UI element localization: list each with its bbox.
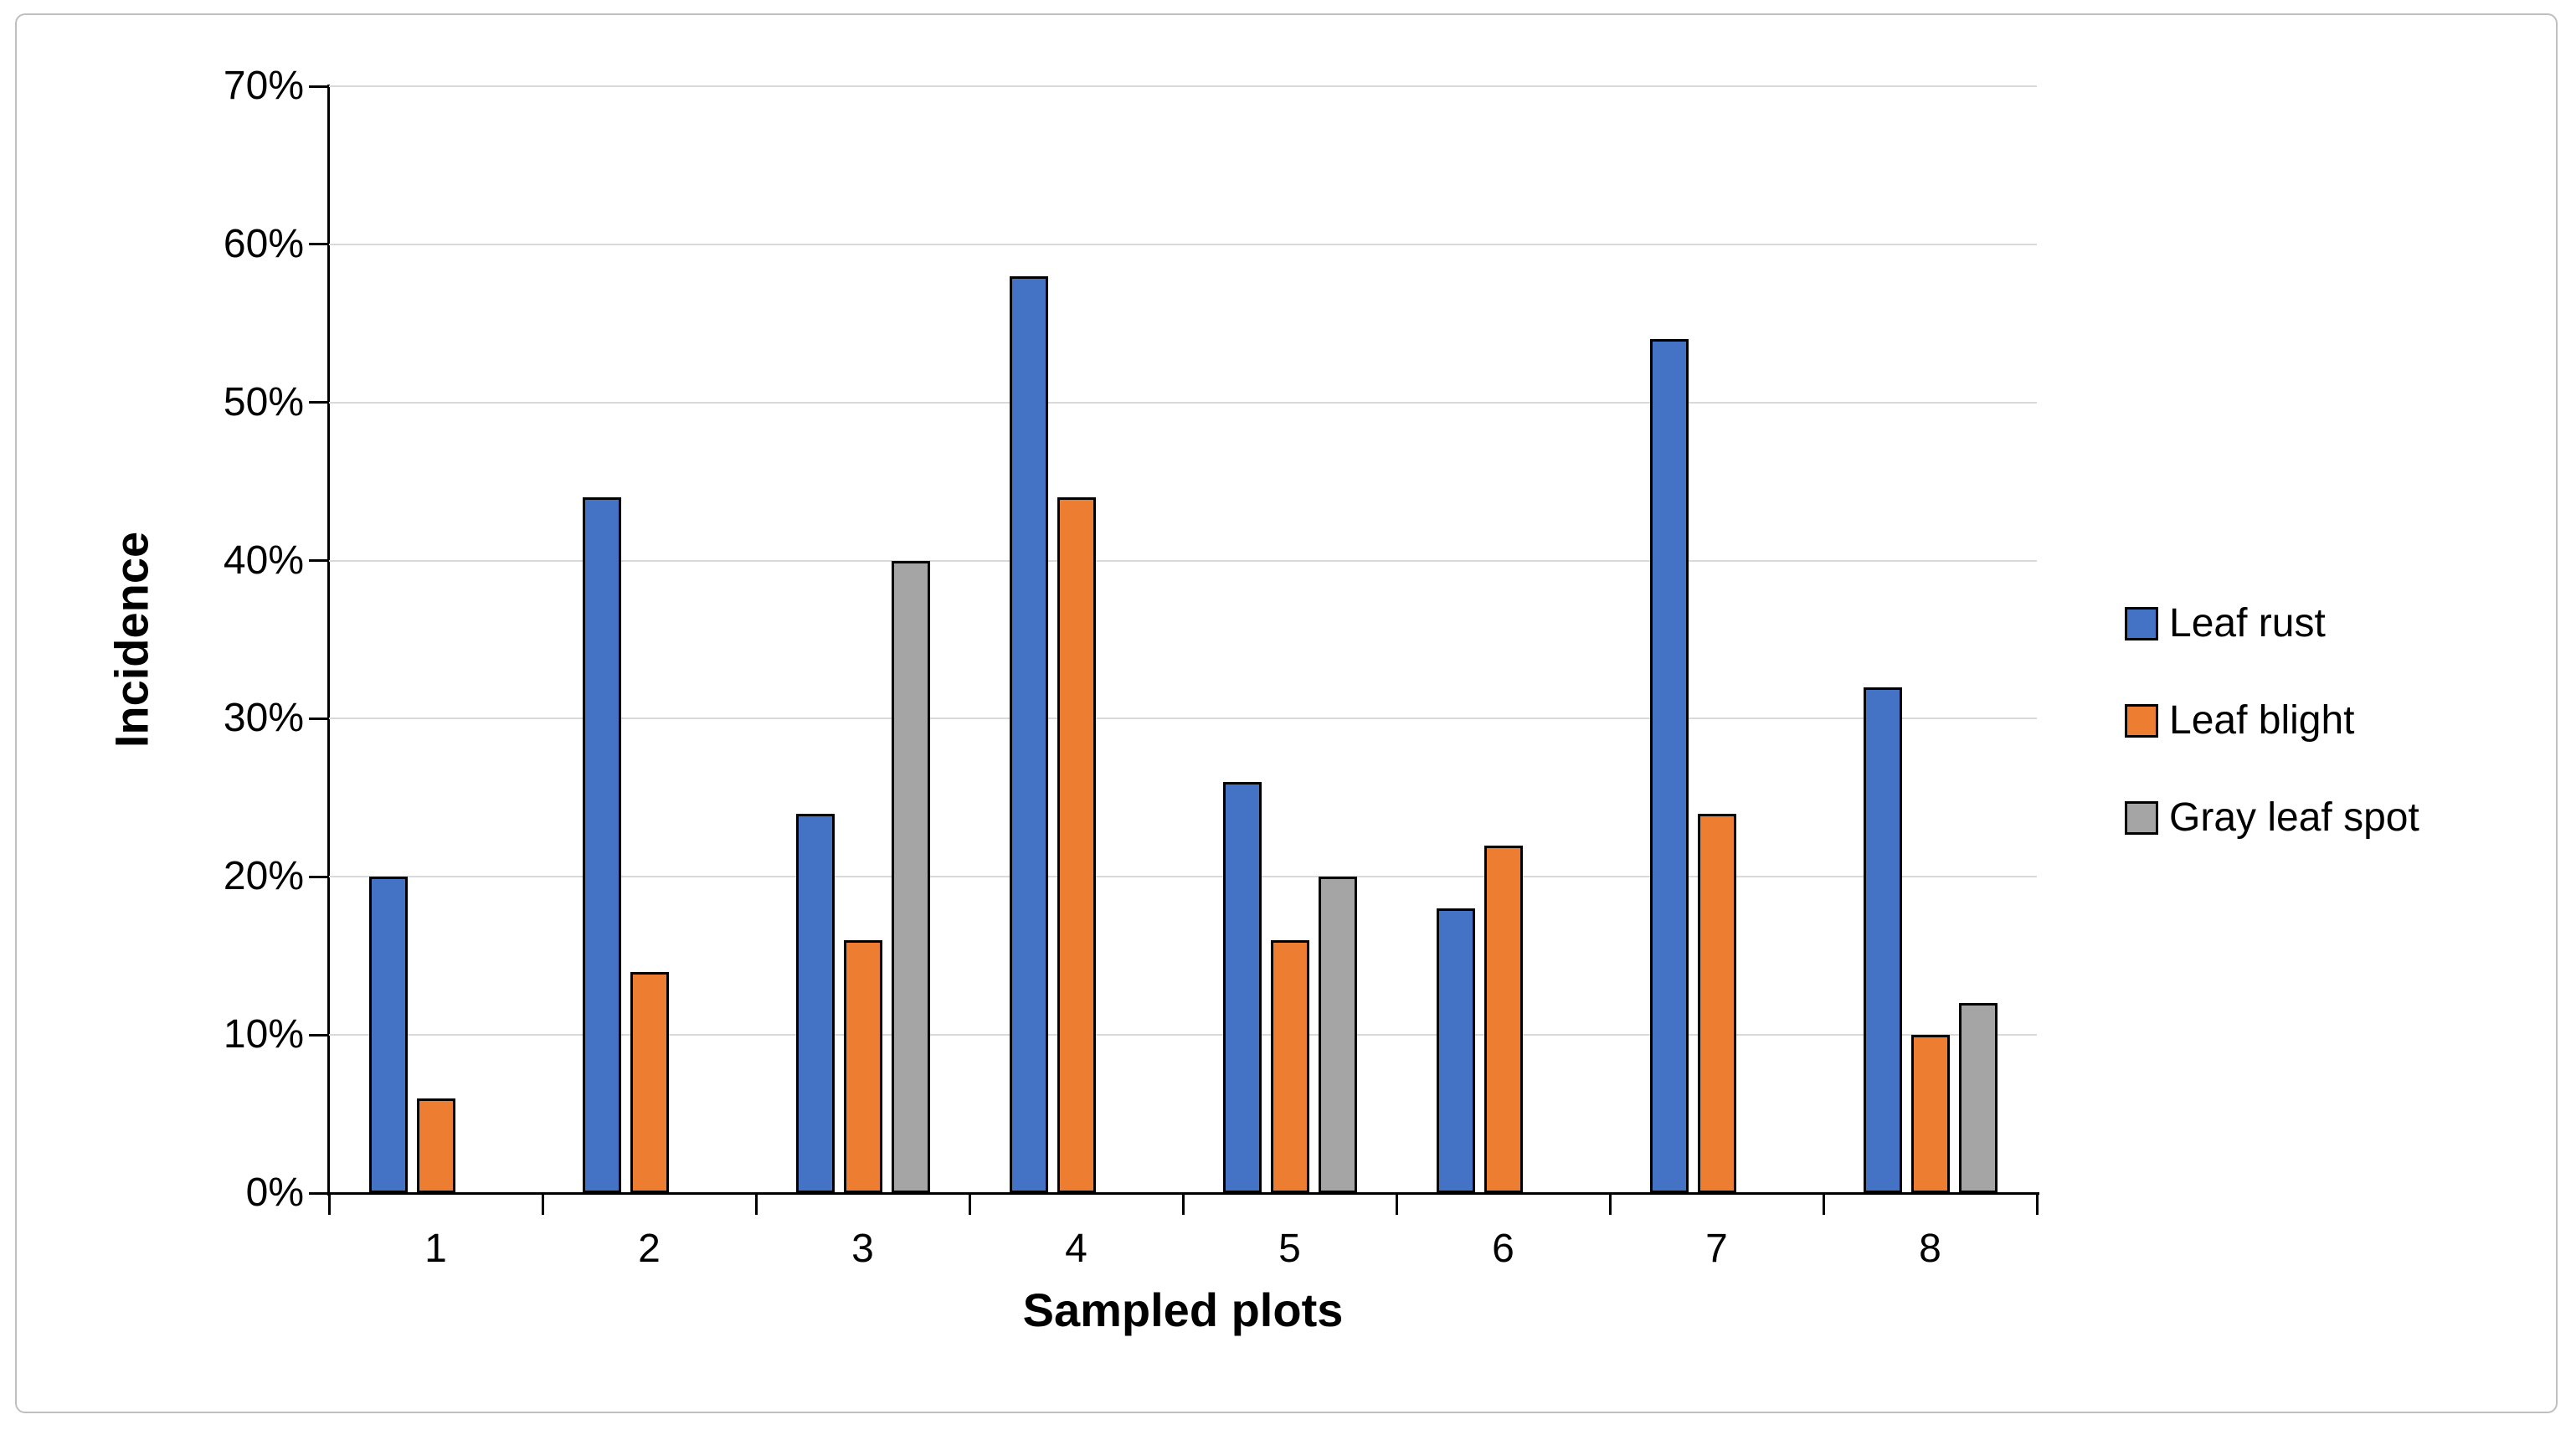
gridline: [329, 85, 2037, 87]
legend-label: Gray leaf spot: [2169, 795, 2419, 840]
bar-leaf-blight-plot5: [1270, 939, 1309, 1193]
y-axis-tick: [309, 401, 329, 404]
bar-leaf-rust-plot8: [1863, 687, 1902, 1193]
y-axis-tick-label: 10%: [223, 1012, 304, 1057]
gridline: [329, 243, 2037, 245]
y-axis-tick: [309, 1033, 329, 1036]
x-category-label: 1: [424, 1227, 447, 1271]
x-axis-title: Sampled plots: [1022, 1283, 1344, 1336]
legend-swatch-leaf-rust: [2125, 607, 2158, 640]
y-axis-tick-label: 40%: [223, 538, 304, 583]
bar-leaf-rust-plot1: [368, 877, 408, 1193]
bar-gray-leaf-spot-plot8: [1958, 1003, 1998, 1193]
legend: Leaf rust Leaf blight Gray leaf spot: [2125, 603, 2419, 894]
y-axis-tick-label: 70%: [223, 64, 304, 108]
bar-gray-leaf-spot-plot5: [1318, 877, 1357, 1193]
x-axis-tick: [327, 1193, 331, 1215]
x-axis-tick: [968, 1193, 971, 1215]
y-axis-tick: [309, 559, 329, 563]
y-axis-tick-label: 20%: [223, 854, 304, 899]
y-axis-tick-label: 30%: [223, 696, 304, 741]
bar-leaf-rust-plot7: [1649, 339, 1689, 1193]
bar-leaf-blight-plot8: [1910, 1035, 1950, 1193]
bar-leaf-blight-plot1: [416, 1098, 455, 1193]
legend-swatch-leaf-blight: [2125, 704, 2158, 738]
bar-leaf-blight-plot2: [630, 971, 669, 1193]
x-category-label: 7: [1705, 1227, 1728, 1271]
x-axis-tick: [1395, 1193, 1398, 1215]
bar-leaf-blight-plot7: [1697, 813, 1736, 1193]
y-axis-line: [327, 85, 330, 1196]
gridline: [329, 401, 2037, 404]
bar-leaf-rust-plot6: [1436, 908, 1475, 1193]
y-axis-tick: [309, 717, 329, 720]
x-category-label: 5: [1278, 1227, 1301, 1271]
y-axis-tick-label: 60%: [223, 221, 304, 266]
gridline: [329, 718, 2037, 720]
legend-label: Leaf blight: [2169, 698, 2355, 743]
x-axis-tick: [2035, 1193, 2039, 1215]
legend-item-gray-leaf-spot: Gray leaf spot: [2125, 797, 2419, 839]
x-category-label: 2: [638, 1227, 661, 1271]
y-axis-tick: [309, 243, 329, 246]
y-axis-tick: [309, 1191, 329, 1195]
x-category-label: 3: [851, 1227, 874, 1271]
x-axis-tick: [1822, 1193, 1825, 1215]
gridline: [329, 559, 2037, 562]
bar-leaf-rust-plot3: [795, 813, 835, 1193]
x-category-label: 8: [1919, 1227, 1941, 1271]
bar-leaf-rust-plot2: [582, 497, 621, 1193]
bar-leaf-blight-plot6: [1483, 845, 1523, 1193]
x-axis-tick: [754, 1193, 758, 1215]
y-axis-tick-label: 50%: [223, 379, 304, 424]
gridline: [329, 876, 2037, 878]
gridline: [329, 1034, 2037, 1036]
bar-leaf-rust-plot4: [1009, 275, 1048, 1193]
y-axis-tick-label: 0%: [245, 1170, 304, 1215]
bar-leaf-blight-plot4: [1057, 497, 1096, 1193]
legend-label: Leaf rust: [2169, 601, 2326, 646]
x-axis-tick: [541, 1193, 544, 1215]
bar-gray-leaf-spot-plot3: [891, 560, 930, 1193]
x-category-label: 6: [1492, 1227, 1514, 1271]
legend-item-leaf-blight: Leaf blight: [2125, 700, 2419, 742]
y-axis-tick: [309, 875, 329, 878]
legend-item-leaf-rust: Leaf rust: [2125, 603, 2419, 645]
y-axis-tick: [309, 85, 329, 88]
bar-leaf-blight-plot3: [843, 939, 882, 1193]
x-category-label: 4: [1065, 1227, 1087, 1271]
legend-swatch-gray-leaf-spot: [2125, 801, 2158, 835]
x-axis-tick: [1608, 1193, 1612, 1215]
bar-leaf-rust-plot5: [1222, 781, 1262, 1193]
x-axis-tick: [1181, 1193, 1185, 1215]
